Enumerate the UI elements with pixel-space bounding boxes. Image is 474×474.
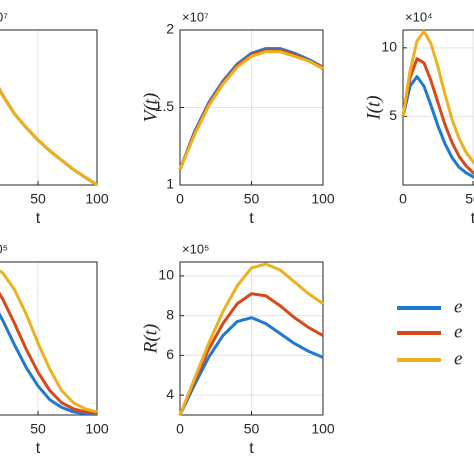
line-series [178, 316, 324, 416]
y-multiplier: ×10⁷ [0, 9, 8, 24]
y-tick-label: 1.5 [155, 98, 175, 114]
x-tick-label: 100 [311, 191, 335, 207]
y-tick-label: 2 [166, 21, 174, 37]
legend-label: e [454, 296, 462, 317]
line-series [178, 50, 324, 171]
line-series [401, 29, 474, 166]
line-series [401, 57, 474, 175]
line-series [0, 87, 98, 187]
x-axis-label: t [36, 210, 41, 227]
y-multiplier: ×10⁵ [182, 241, 209, 256]
x-tick-label: 100 [85, 191, 109, 207]
y-axis-label: I(t) [363, 95, 384, 120]
y-axis-label: R(t) [140, 324, 161, 355]
legend-label: e [454, 321, 462, 342]
axes-box [0, 29, 98, 186]
x-tick-label: 50 [465, 191, 474, 207]
y-tick-label: 6 [166, 346, 174, 362]
line-series [0, 291, 98, 415]
axes-box [179, 29, 324, 186]
line-series [178, 262, 324, 416]
y-multiplier: ×10⁷ [182, 9, 209, 24]
y-multiplier: ×10⁴ [405, 9, 433, 24]
x-tick-label: 50 [30, 421, 46, 437]
line-series [0, 269, 98, 414]
y-tick-label: 4 [166, 386, 174, 402]
x-tick-label: 50 [244, 191, 260, 207]
y-tick-label: 10 [158, 267, 174, 283]
x-tick-label: 0 [176, 191, 184, 207]
y-tick-label: 5 [389, 107, 397, 123]
y-tick-label: 8 [166, 306, 174, 322]
y-tick-label: 10 [381, 39, 397, 55]
line-series [0, 312, 97, 415]
y-multiplier: ×10⁵ [0, 241, 8, 256]
legend-label: e [454, 348, 462, 369]
x-tick-label: 100 [85, 421, 109, 437]
x-axis-label: t [36, 440, 41, 457]
x-tick-label: 50 [244, 421, 260, 437]
line-series [178, 292, 324, 416]
y-tick-label: 1 [166, 176, 174, 192]
x-axis-label: t [471, 210, 474, 227]
x-tick-label: 100 [311, 421, 335, 437]
x-tick-label: 0 [399, 191, 407, 207]
x-axis-label: t [249, 440, 254, 457]
x-axis-label: t [249, 210, 254, 227]
line-series [401, 75, 474, 179]
axes-box [0, 261, 98, 416]
x-tick-label: 50 [30, 191, 46, 207]
axes-box [179, 261, 324, 416]
y-axis-label: V(t) [140, 93, 161, 123]
x-tick-label: 0 [176, 421, 184, 437]
